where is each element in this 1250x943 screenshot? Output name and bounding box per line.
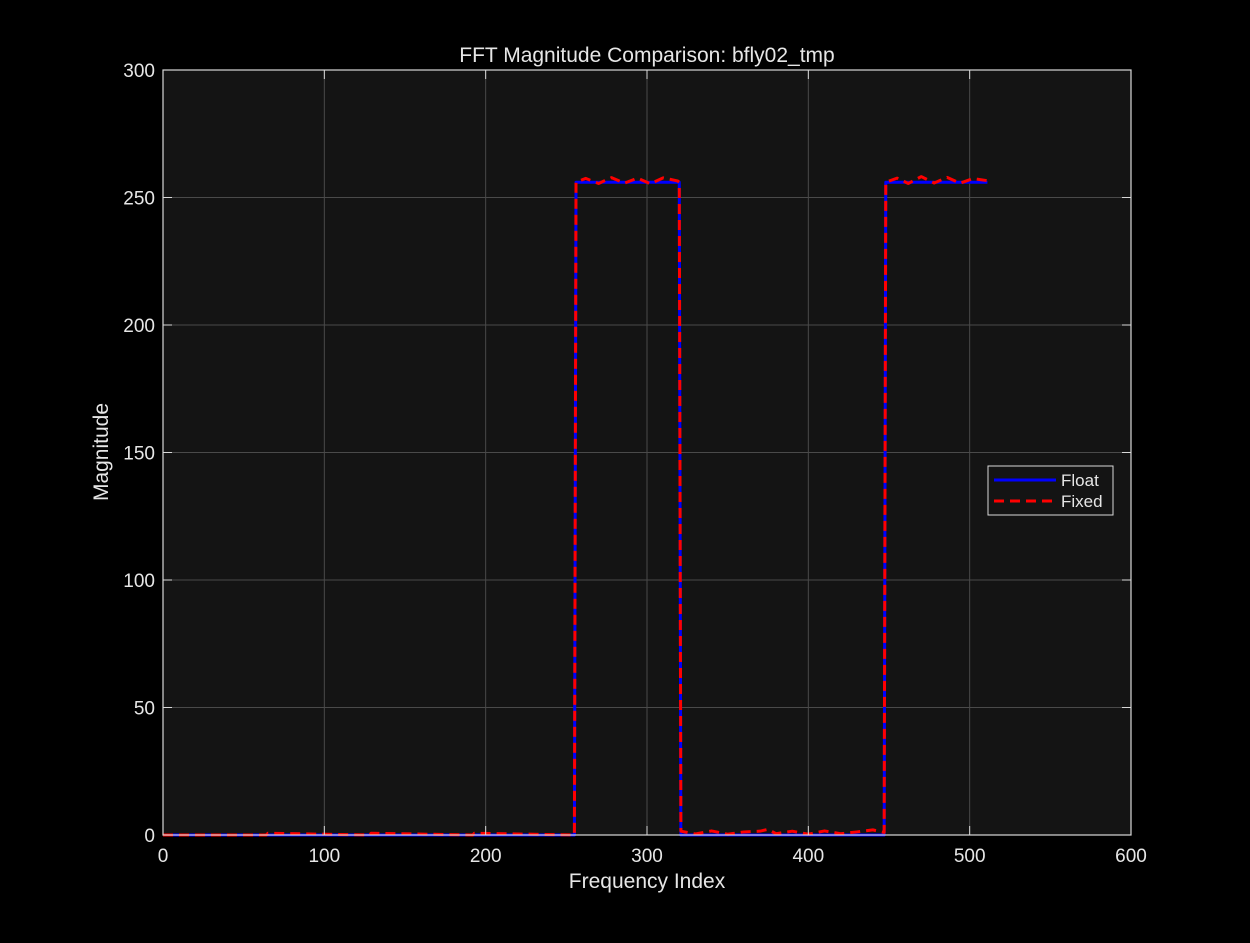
x-tick-label: 600 xyxy=(1115,846,1147,867)
legend-label-float: Float xyxy=(1061,471,1099,490)
x-axis-label: Frequency Index xyxy=(569,870,726,893)
x-tick-label: 100 xyxy=(308,846,340,867)
y-tick-label: 150 xyxy=(123,444,155,465)
series-lines xyxy=(163,175,988,837)
chart-title: FFT Magnitude Comparison: bfly02_tmp xyxy=(459,44,834,67)
legend-label-fixed: Fixed xyxy=(1061,492,1103,511)
legend-box xyxy=(987,465,1114,516)
x-tick-label: 0 xyxy=(158,846,169,867)
y-tick-label: 0 xyxy=(144,826,155,847)
y-tick-label: 250 xyxy=(123,189,155,210)
y-tick-label: 300 xyxy=(123,61,155,82)
y-tick-label: 100 xyxy=(123,571,155,592)
x-tick-label: 300 xyxy=(631,846,663,867)
y-tick-label: 50 xyxy=(134,699,155,720)
y-tick-label: 200 xyxy=(123,316,155,337)
x-tick-label: 500 xyxy=(954,846,986,867)
grid-lines xyxy=(163,70,1131,835)
axis-ticks: 0 100 200 300 400 500 600 0 50 100 150 200 250 300 xyxy=(123,61,1147,867)
x-tick-label: 200 xyxy=(470,846,502,867)
y-axis-label: Magnitude xyxy=(90,403,113,501)
legend: Float Fixed xyxy=(987,465,1114,516)
x-tick-label: 400 xyxy=(792,846,824,867)
